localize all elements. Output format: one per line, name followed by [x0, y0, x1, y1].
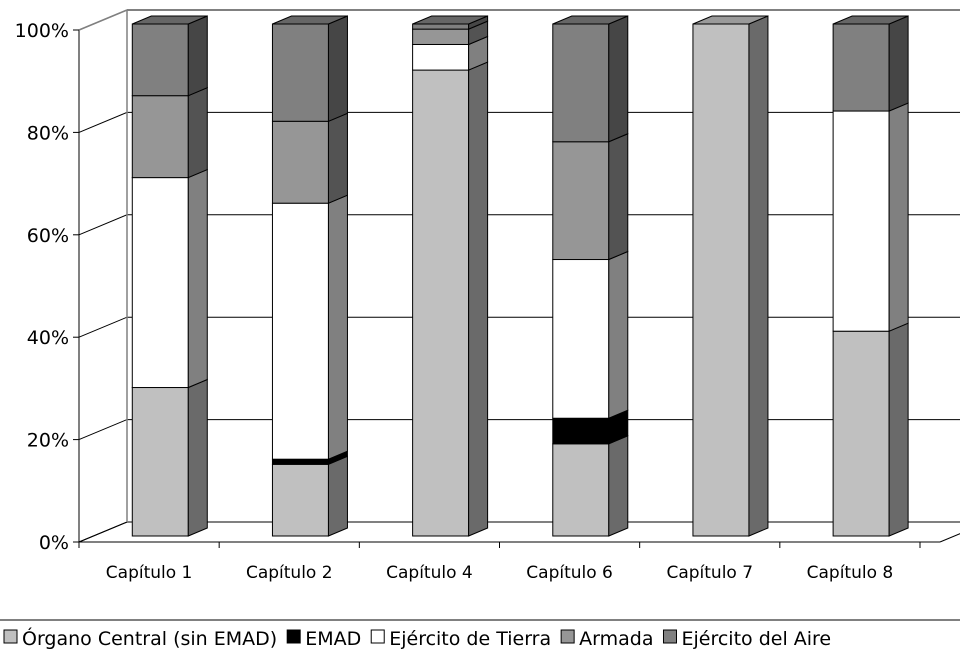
wall-top-edge: [78, 9, 128, 31]
legend-item: Ejército de Tierra: [370, 628, 551, 650]
bar-segment: [271, 458, 329, 465]
x-tick-label: Capítulo 4: [386, 563, 473, 583]
bar-segment-side: [327, 112, 348, 204]
bar-stack: [552, 15, 629, 537]
bar-segment: [552, 141, 610, 261]
legend-label: Órgano Central (sin EMAD): [22, 626, 277, 650]
bar-top: [832, 15, 909, 25]
x-tick-label: Capítulo 2: [246, 563, 333, 583]
bar-segment: [552, 443, 610, 537]
bar-segment-side: [608, 435, 629, 537]
bar-segment: [131, 387, 189, 537]
x-tick-label: Capítulo 7: [666, 563, 753, 583]
y-tick-label: 80%: [27, 122, 69, 144]
bar-segment: [131, 23, 189, 97]
x-tick-label: Capítulo 6: [526, 563, 613, 583]
legend-label: Ejército de Tierra: [389, 628, 551, 650]
bar-segment: [131, 95, 189, 179]
bar-segment: [552, 259, 610, 419]
bar-segment: [131, 177, 189, 389]
bar-segment: [271, 23, 329, 122]
bar-top: [272, 15, 348, 25]
bar-segment-side: [327, 455, 348, 537]
bar-segment-side: [888, 322, 909, 537]
bar-top: [132, 15, 208, 25]
gridline: [78, 9, 960, 31]
gridline: [78, 521, 960, 543]
legend-swatch: [662, 629, 677, 644]
bar-top: [692, 15, 769, 25]
bar-segment-side: [468, 61, 489, 537]
bar-segment: [552, 23, 610, 143]
bar-segment: [412, 69, 470, 537]
legend-swatch: [370, 629, 385, 644]
bar-segment-side: [187, 86, 208, 179]
legend-swatch: [3, 629, 18, 644]
y-tick-label: 100%: [15, 20, 69, 42]
legend: Órgano Central (sin EMAD) EMAD Ejército de…: [0, 619, 960, 650]
bar-segment-side: [327, 194, 348, 460]
x-axis: Capítulo 1 Capítulo 2 Capítulo 4 Capítulo 6…: [78, 542, 921, 583]
gridline: [78, 214, 960, 236]
legend-item: Armada: [560, 628, 653, 650]
bar-segment: [271, 202, 329, 460]
bar-segment-side: [888, 102, 909, 332]
bar-segment: [832, 110, 890, 332]
bar-segment-side: [327, 15, 348, 123]
gridline: [78, 316, 960, 338]
bar-segment-side: [888, 15, 909, 112]
bar-segment-side: [187, 168, 208, 389]
bar-top: [552, 15, 628, 25]
legend-swatch: [286, 629, 301, 644]
plot-area-wall: 0% 20% 40% 60% 80% 100%: [15, 9, 960, 554]
bar-segment-side: [608, 15, 629, 143]
bar-segment: [412, 23, 470, 30]
bar-segment-side: [608, 133, 629, 261]
y-tick-label: 20%: [27, 430, 69, 452]
y-tick-label: 0%: [39, 532, 69, 554]
bar-stack: [412, 15, 489, 537]
floor-back-edge: [78, 521, 960, 543]
x-tick-label: Capítulo 8: [807, 563, 894, 583]
legend-label: Ejército del Aire: [681, 628, 831, 650]
bar-segment: [412, 28, 470, 45]
bars: [131, 15, 909, 537]
bar-segment-side: [187, 378, 208, 537]
bar-segment: [271, 120, 329, 204]
bar-stack: [131, 15, 208, 537]
bar-segment: [692, 23, 750, 537]
bar-segment: [271, 463, 329, 537]
y-tick-label: 60%: [27, 225, 69, 247]
legend-label: EMAD: [305, 628, 361, 650]
legend-swatch: [560, 629, 575, 644]
bar-segment: [552, 417, 610, 445]
bar-stack: [692, 15, 769, 537]
bar-segment-side: [608, 250, 629, 419]
x-tick-label: Capítulo 1: [106, 563, 193, 583]
y-tick-label: 40%: [27, 327, 69, 349]
bar-segment: [412, 43, 470, 71]
legend-item: Órgano Central (sin EMAD): [3, 626, 277, 650]
bar-segment-side: [748, 15, 769, 537]
floor-right-edge: [939, 533, 960, 543]
gridline: [78, 419, 960, 441]
legend-item: EMAD: [286, 628, 361, 650]
legend-item: Ejército del Aire: [662, 628, 831, 650]
bar-segment: [832, 330, 890, 537]
bar-top: [412, 15, 488, 25]
bar-stack: [832, 15, 909, 537]
bar-segment-side: [187, 15, 208, 97]
bar-segment: [832, 23, 890, 112]
gridline: [78, 111, 960, 133]
bar-stack: [271, 15, 348, 537]
legend-label: Armada: [579, 628, 653, 650]
